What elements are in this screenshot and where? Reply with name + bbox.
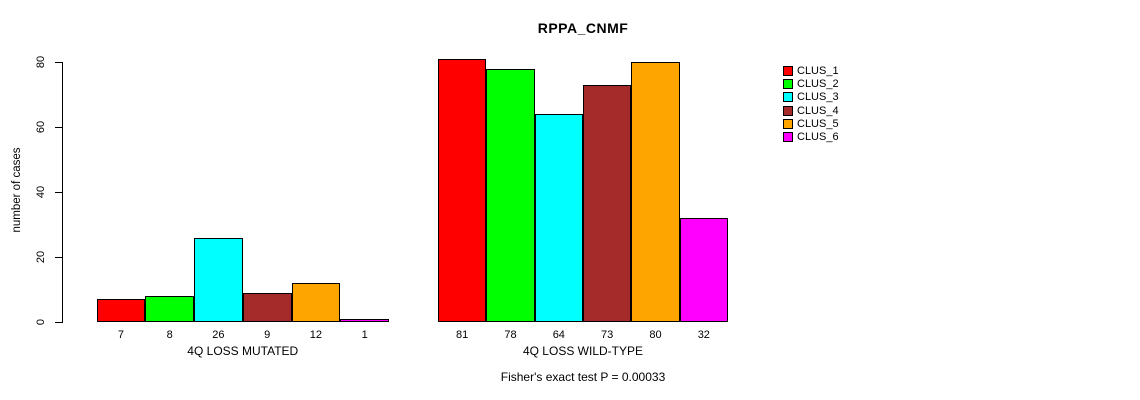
legend-item-clus_2: CLUS_2 (783, 78, 839, 90)
bar-clus_6-mutated (340, 318, 389, 322)
footnote: Fisher's exact test P = 0.00033 (500, 370, 666, 384)
bar-clus_2-wild-type (486, 68, 535, 322)
y-tick-mark-60 (55, 127, 62, 128)
legend-label-clus_2: CLUS_2 (797, 78, 839, 91)
bar-clus_5-wild-type (631, 62, 680, 322)
y-tick-mark-0 (55, 322, 62, 323)
legend-label-clus_4: CLUS_4 (797, 104, 839, 117)
group-label-wild-type: 4Q LOSS WILD-TYPE (522, 344, 643, 358)
y-tick-label-60: 60 (35, 120, 47, 134)
legend-label-clus_5: CLUS_5 (797, 117, 839, 130)
legend-item-clus_1: CLUS_1 (783, 65, 839, 77)
bar-clus_3-wild-type (534, 114, 583, 322)
bar-value-wild-type-clus_5: 80 (649, 329, 662, 341)
legend-item-clus_6: CLUS_6 (783, 131, 839, 143)
bar-value-mutated-clus_1: 7 (117, 329, 124, 341)
legend-swatch-clus_6 (783, 132, 793, 142)
y-tick-mark-20 (55, 257, 62, 258)
bar-value-wild-type-clus_2: 78 (504, 329, 517, 341)
legend-swatch-clus_5 (783, 118, 793, 129)
y-tick-label-0: 0 (35, 318, 47, 326)
bar-value-mutated-clus_4: 9 (264, 329, 271, 341)
group-label-mutated: 4Q LOSS MUTATED (187, 344, 299, 358)
bar-value-mutated-clus_3: 26 (212, 329, 225, 341)
legend-swatch-clus_2 (783, 79, 793, 90)
bar-value-wild-type-clus_6: 32 (697, 329, 710, 341)
legend-swatch-clus_3 (783, 92, 793, 103)
bar-value-wild-type-clus_1: 81 (456, 329, 469, 341)
bar-clus_6-wild-type (679, 218, 728, 322)
bar-clus_1-mutated (96, 299, 146, 322)
legend-swatch-clus_4 (783, 105, 793, 116)
legend-swatch-clus_1 (783, 66, 793, 76)
legend-item-clus_4: CLUS_4 (783, 105, 839, 117)
bar-value-wild-type-clus_3: 64 (552, 329, 565, 341)
legend-label-clus_1: CLUS_1 (797, 65, 839, 77)
legend-item-clus_3: CLUS_3 (783, 91, 839, 103)
bar-clus_3-mutated (194, 237, 243, 322)
y-tick-mark-80 (55, 62, 62, 63)
y-axis-label: number of cases (11, 147, 23, 233)
legend-label-clus_6: CLUS_6 (797, 131, 839, 143)
bar-value-mutated-clus_6: 1 (361, 329, 368, 341)
legend-item-clus_5: CLUS_5 (783, 118, 839, 130)
bar-clus_4-wild-type (582, 84, 632, 322)
bar-clus_2-mutated (145, 296, 194, 322)
bar-clus_1-wild-type (438, 58, 487, 322)
bar-value-wild-type-clus_4: 73 (601, 329, 614, 341)
legend-label-clus_3: CLUS_3 (797, 91, 839, 104)
bar-clus_5-mutated (291, 283, 341, 322)
y-axis-line (62, 62, 63, 323)
bar-value-mutated-clus_2: 8 (166, 329, 173, 341)
y-tick-label-20: 20 (35, 250, 47, 264)
y-tick-label-80: 80 (35, 55, 47, 69)
bar-clus_4-mutated (242, 292, 292, 322)
y-tick-label-40: 40 (35, 185, 47, 199)
y-tick-mark-40 (55, 192, 62, 193)
chart-title: RPPA_CNMF (537, 20, 629, 36)
bar-value-mutated-clus_5: 12 (309, 329, 322, 341)
